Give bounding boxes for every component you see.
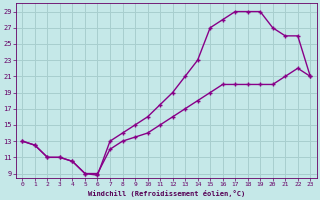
X-axis label: Windchill (Refroidissement éolien,°C): Windchill (Refroidissement éolien,°C) xyxy=(88,190,245,197)
